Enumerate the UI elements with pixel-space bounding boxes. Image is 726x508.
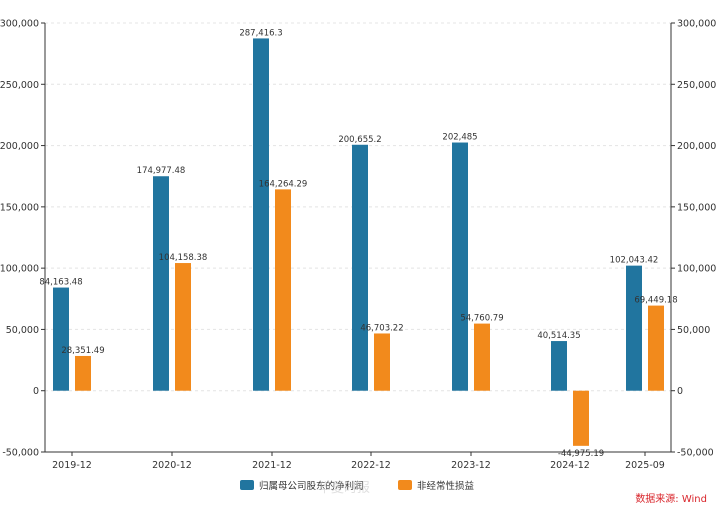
data-label-nonrecurring: 69,449.18: [634, 296, 677, 306]
bar-nonrecurring: [648, 305, 664, 391]
bar-net-profit: [53, 287, 69, 391]
y-tick-label-left: 0: [33, 386, 39, 397]
bars: [53, 38, 664, 446]
axes: -50,000 -50,000 0 0 50,000 50,000 100,000 100,0…: [0, 19, 716, 472]
x-tick-label: 2025-09: [625, 460, 665, 471]
legend: 归属母公司股东的净利润 非经常性损益: [240, 480, 475, 492]
bar-nonrecurring: [573, 390, 589, 446]
y-tick-label-left: 150,000: [0, 202, 39, 213]
x-tick-label: 2022-12: [351, 460, 391, 471]
legend-swatch-net-profit: [240, 480, 254, 490]
data-label-net-profit: 40,514.35: [537, 331, 580, 341]
x-tick-label: 2019-12: [52, 460, 92, 471]
data-label-net-profit: 84,163.48: [39, 278, 82, 288]
y-tick-label-right: 200,000: [677, 141, 716, 152]
y-tick-label-right: 100,000: [677, 264, 716, 275]
bar-net-profit: [253, 38, 269, 391]
data-label-net-profit: 202,485: [442, 133, 477, 143]
y-tick-label-right: 150,000: [677, 202, 716, 213]
y-tick-label-left: 50,000: [6, 325, 39, 336]
y-tick-label-left: 300,000: [0, 19, 39, 30]
data-label-nonrecurring: 46,703.22: [360, 323, 403, 333]
data-label-net-profit: 174,977.48: [137, 166, 186, 176]
legend-label-nonrecurring: 非经常性损益: [417, 480, 475, 492]
data-label-nonrecurring: 28,351.49: [61, 346, 104, 356]
x-tick-label: 2023-12: [451, 460, 491, 471]
data-label-nonrecurring: -44,975.19: [558, 449, 604, 459]
bar-net-profit: [626, 265, 642, 391]
data-label-nonrecurring: 164,264.29: [259, 179, 308, 189]
x-tick-label: 2024-12: [550, 460, 590, 471]
x-tick-label: 2021-12: [252, 460, 292, 471]
y-tick-label-right: 50,000: [677, 325, 710, 336]
y-tick-label-right: 250,000: [677, 80, 716, 91]
bar-nonrecurring: [374, 333, 390, 391]
data-label-nonrecurring: 54,760.79: [460, 314, 503, 324]
x-tick-label: 2020-12: [152, 460, 192, 471]
bar-net-profit: [153, 176, 169, 391]
y-tick-label-right: -50,000: [677, 448, 714, 459]
bar-nonrecurring: [75, 355, 91, 391]
data-label-net-profit: 200,655.2: [338, 135, 381, 145]
legend-label-net-profit: 归属母公司股东的净利润: [259, 480, 364, 492]
source-note: 数据来源: Wind: [635, 492, 707, 505]
bar-net-profit: [352, 144, 368, 391]
y-tick-label-right: 0: [677, 386, 683, 397]
bar-nonrecurring: [275, 189, 291, 391]
y-tick-label-left: 200,000: [0, 141, 39, 152]
data-label-nonrecurring: 104,158.38: [159, 253, 208, 263]
y-tick-label-left: 100,000: [0, 264, 39, 275]
y-tick-label-left: 250,000: [0, 80, 39, 91]
y-tick-label-left: -50,000: [2, 448, 39, 459]
bar-nonrecurring: [474, 323, 490, 391]
data-label-net-profit: 287,416.3: [239, 28, 282, 38]
legend-swatch-nonrecurring: [398, 480, 412, 490]
watermark: 华夏时报: [318, 481, 370, 496]
y-tick-label-right: 300,000: [677, 19, 716, 30]
data-label-net-profit: 102,043.42: [610, 256, 659, 266]
bar-net-profit: [551, 341, 567, 391]
bar-net-profit: [452, 142, 468, 391]
data-labels: 84,163.48 28,351.49 174,977.48 104,158.38 28…: [39, 28, 677, 458]
bar-nonrecurring: [175, 263, 191, 391]
